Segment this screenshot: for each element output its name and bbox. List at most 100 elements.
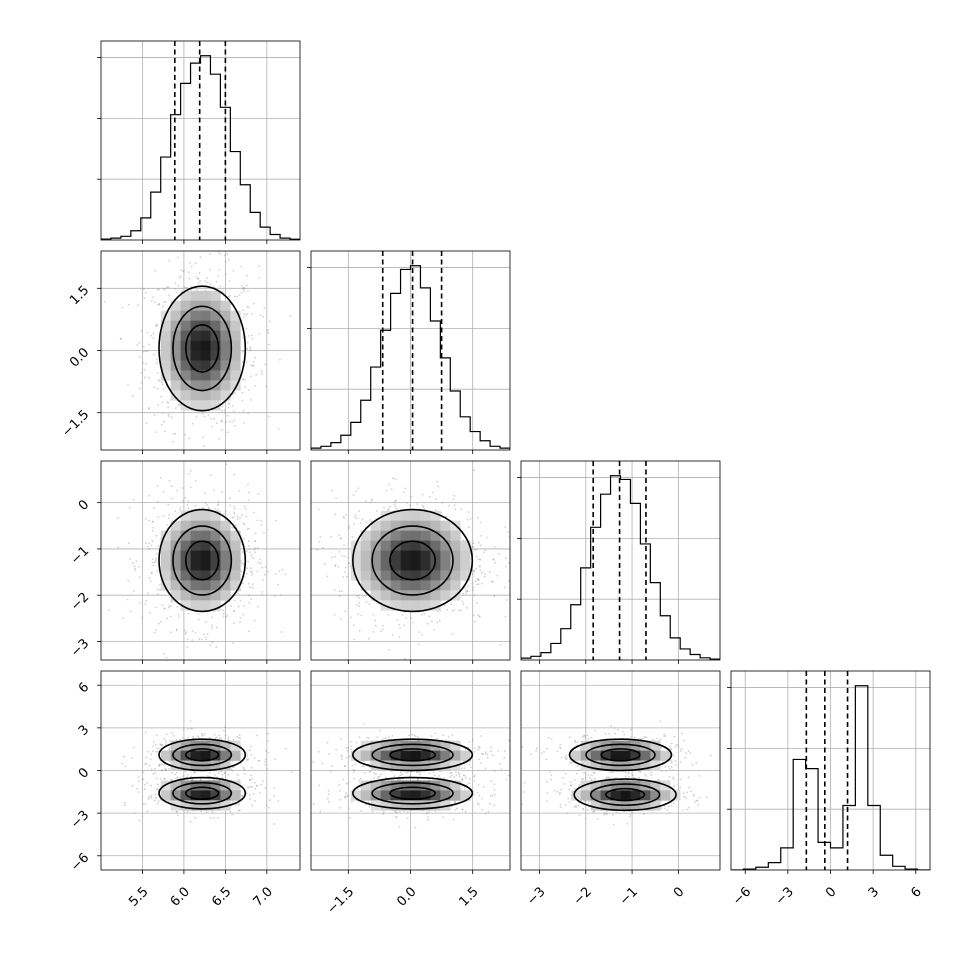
density-cell <box>410 580 421 591</box>
histogram-3 <box>731 685 930 870</box>
density-cell <box>170 580 181 591</box>
density-cell <box>180 370 191 381</box>
density-cell <box>620 740 631 751</box>
density-cell <box>350 750 362 761</box>
density-cell <box>210 320 221 331</box>
density-cell <box>630 790 641 801</box>
density-cell <box>380 570 391 581</box>
density-cell <box>220 590 231 601</box>
density-cell <box>200 790 211 801</box>
density-cell <box>610 750 621 761</box>
density-cell <box>180 290 191 302</box>
density-cell <box>400 790 411 801</box>
density-cell <box>430 560 441 571</box>
density-cell <box>230 560 241 571</box>
density-cell <box>210 750 221 761</box>
density-cell <box>180 790 191 801</box>
density-cell <box>410 570 421 581</box>
density-cell <box>380 560 391 571</box>
density-cell <box>160 560 171 571</box>
density-cell <box>440 750 451 761</box>
density-cell <box>420 560 431 571</box>
density-cell <box>410 550 421 561</box>
density-cell <box>210 800 221 811</box>
density-cell <box>200 800 211 811</box>
density-cell <box>190 290 201 302</box>
density-cell <box>200 540 211 551</box>
density-cell <box>370 530 381 541</box>
density-cell <box>650 740 661 751</box>
density-cell <box>160 330 171 341</box>
density-cell <box>400 510 411 521</box>
density-cell <box>660 750 671 761</box>
density-cell <box>200 750 211 761</box>
density-cell <box>360 780 371 791</box>
density-cell <box>400 750 411 761</box>
x-tick-label: 1.5 <box>457 884 482 909</box>
density-cell <box>230 570 241 581</box>
x-tick-label: −3 <box>773 884 797 908</box>
density-cell <box>230 580 241 591</box>
density-cell <box>200 370 211 381</box>
density-cell <box>600 750 611 761</box>
density-cell <box>440 520 451 531</box>
density-cell <box>580 790 591 801</box>
density-cell <box>230 780 241 791</box>
density-cell <box>210 300 221 311</box>
y-tick-label: 1.5 <box>67 283 92 308</box>
x-tick-label: 3 <box>866 884 882 900</box>
density-cell <box>390 550 401 561</box>
contour-0-2 <box>185 324 220 373</box>
density-cell <box>350 550 362 561</box>
density-cell <box>190 520 201 531</box>
density-cell <box>410 560 421 571</box>
panel-3-0: −6 −3 0 3 6 5.5 6.0 6.5 7.0 <box>68 670 301 910</box>
density-cell <box>160 320 171 331</box>
density-cell <box>400 590 411 601</box>
y-tick-label: 0.0 <box>67 345 92 370</box>
contour-0-2 <box>389 748 437 762</box>
density-cell <box>220 800 231 811</box>
density-cell <box>380 750 391 761</box>
density-cell <box>420 550 431 561</box>
y-tick-label: 3 <box>76 723 92 739</box>
contour-0-2 <box>185 748 220 762</box>
density-cell <box>390 590 401 601</box>
density-cell <box>610 790 621 801</box>
density-cell <box>180 380 191 391</box>
density-cell <box>430 510 441 521</box>
density-cell <box>640 800 651 811</box>
density-cell <box>190 370 201 381</box>
x-tick-label: 6.0 <box>168 884 193 909</box>
density-cell <box>440 530 451 541</box>
density-cell <box>220 370 231 381</box>
density-cell <box>660 790 671 801</box>
density-cell <box>220 360 231 371</box>
density-cell <box>430 590 441 601</box>
density-cell <box>430 800 441 811</box>
density-cell <box>190 310 201 321</box>
density-cell <box>190 540 201 551</box>
density-cell <box>570 750 581 761</box>
y-tick-label: −3 <box>68 636 92 660</box>
density-cell <box>400 780 411 791</box>
density-cell <box>200 290 211 302</box>
density-cell <box>220 560 231 571</box>
x-tick-label: 0 <box>823 884 839 900</box>
density-cell <box>620 780 631 791</box>
x-tick-label: 7.0 <box>251 884 276 909</box>
density-cell <box>410 740 421 751</box>
density-cell <box>210 540 221 551</box>
x-tick-label: −1 <box>617 884 641 908</box>
density-cell <box>170 350 181 361</box>
density-cell <box>210 290 221 302</box>
density-cell <box>390 780 401 791</box>
panel-frame <box>100 670 301 871</box>
density-cell <box>450 580 461 591</box>
x-tick-label: −6 <box>730 884 754 908</box>
density-cell <box>230 530 241 541</box>
density-cell <box>400 600 411 611</box>
density-cell <box>220 790 231 801</box>
contour-1-1 <box>371 781 454 805</box>
